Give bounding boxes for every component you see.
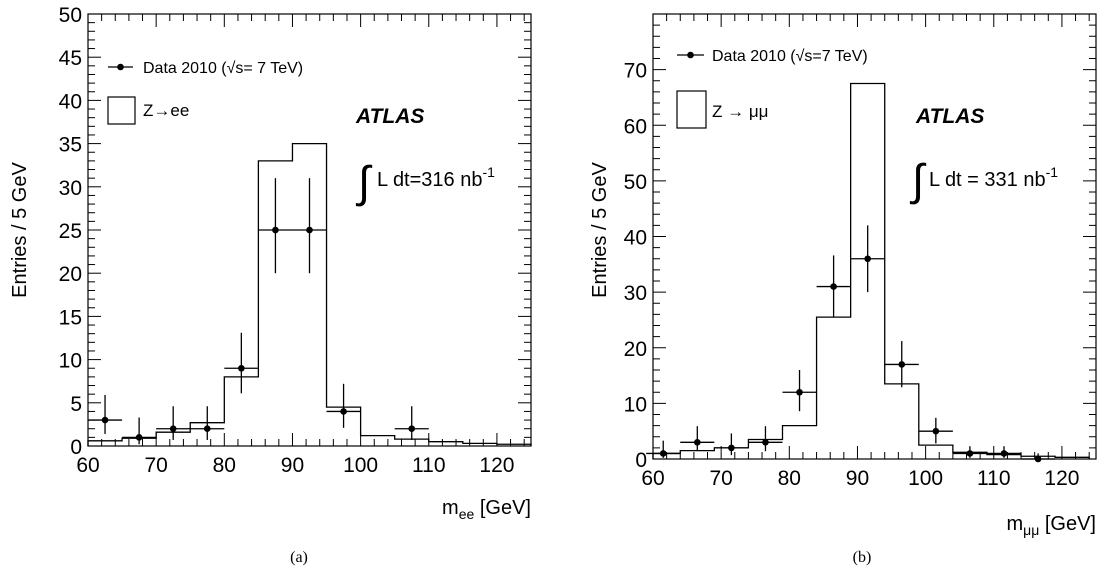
panel-caption: (a): [290, 549, 308, 566]
data-point: [932, 427, 940, 435]
legend-mc-label: Z→ee: [143, 101, 189, 120]
data-point: [340, 408, 347, 415]
data-point: [1034, 455, 1042, 463]
y-tick-label: 30: [624, 282, 647, 305]
luminosity-label: L dt=316 nb-1: [377, 164, 495, 191]
plot-frame: [652, 13, 1097, 460]
x-tick-label: 110: [412, 454, 445, 477]
atlas-label: ATLAS: [355, 105, 424, 128]
data-point: [169, 425, 177, 433]
x-tick-label: 80: [213, 454, 236, 477]
legend-mc-box: [107, 96, 136, 125]
y-tick-label: 15: [59, 306, 82, 329]
data-point: [1000, 450, 1008, 457]
y-tick-label: 45: [59, 47, 82, 70]
data-point: [272, 226, 279, 234]
y-tick-label: 50: [624, 171, 647, 194]
x-tick-label: 110: [977, 467, 1010, 490]
legend-mc-box: [676, 90, 707, 129]
data-point: [101, 416, 109, 424]
y-tick-label: 20: [59, 263, 82, 286]
data-point: [135, 434, 143, 441]
y-axis-label: Entries / 5 GeV: [9, 162, 31, 298]
y-tick-label: 5: [70, 393, 82, 416]
data-point: [762, 439, 769, 446]
y-tick-label: 20: [624, 338, 647, 361]
data-point: [659, 450, 667, 457]
y-tick-label: 0: [635, 449, 647, 472]
x-tick-label: 90: [846, 467, 869, 490]
data-point: [898, 361, 906, 368]
x-tick-label: 120: [1044, 467, 1079, 490]
x-axis-label: mμμ [GeV]: [1006, 513, 1096, 538]
x-tick-label: 60: [76, 454, 99, 477]
y-tick-label: 10: [624, 393, 647, 416]
y-tick-label: 25: [59, 220, 82, 243]
luminosity-label: L dt = 331 nb-1: [929, 164, 1058, 191]
integral-symbol: ∫: [355, 158, 373, 207]
x-tick-label: 60: [641, 467, 664, 490]
y-tick-label: 40: [624, 227, 647, 250]
legend-mc-label: Z → μμ: [712, 102, 768, 121]
data-point: [694, 439, 701, 446]
legend-data-marker: [117, 63, 124, 71]
x-tick-label: 100: [908, 467, 943, 490]
mc-histogram: [652, 82, 1090, 459]
y-tick-label: 10: [59, 350, 82, 373]
y-tick-label: 40: [59, 90, 82, 113]
x-tick-label: 100: [343, 454, 378, 477]
y-tick-label: 60: [624, 115, 647, 138]
legend-data-label: Data 2010 (√s=7 TeV): [712, 48, 868, 65]
data-point: [966, 450, 974, 457]
x-tick-label: 70: [144, 454, 167, 477]
legend-data-label: Data 2010 (√s= 7 TeV): [143, 60, 303, 77]
y-axis-label: Entries / 5 GeV: [589, 162, 611, 298]
data-point: [830, 283, 837, 290]
legend-data-marker: [687, 51, 694, 59]
x-tick-label: 80: [778, 467, 801, 490]
data-point: [864, 255, 871, 263]
y-tick-label: 0: [70, 436, 82, 459]
x-axis-label: mee [GeV]: [442, 497, 531, 522]
y-tick-label: 70: [624, 60, 647, 83]
panel-caption: (b): [853, 549, 872, 566]
data-point: [796, 388, 803, 396]
x-tick-label: 90: [281, 454, 304, 477]
data-point: [238, 364, 245, 372]
y-tick-label: 50: [59, 4, 82, 27]
y-tick-label: 30: [59, 177, 82, 200]
data-point: [203, 425, 211, 433]
y-tick-label: 35: [59, 134, 82, 157]
chart-panel-b: 60 70 80 90 100 110 120 0 10 20 30 40 50 60 70 Entries …: [589, 13, 1097, 566]
integral-symbol: ∫: [909, 156, 927, 205]
data-point: [306, 226, 313, 234]
data-point: [408, 425, 416, 433]
chart-panel-a: 60 70 80 90 100 110 120 0 5 10 15 20 25 30 35 40 45 50 Ent…: [9, 4, 532, 566]
atlas-label: ATLAS: [915, 105, 984, 128]
x-tick-label: 70: [709, 467, 732, 490]
x-tick-label: 120: [479, 454, 514, 477]
data-point: [728, 444, 735, 452]
